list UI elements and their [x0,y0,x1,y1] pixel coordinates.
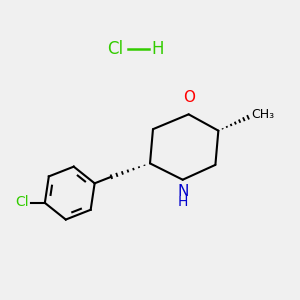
Text: N: N [177,184,188,199]
Text: CH₃: CH₃ [252,108,275,122]
Text: O: O [183,90,195,105]
Text: H: H [152,40,164,58]
Text: H: H [178,195,188,209]
Text: Cl: Cl [107,40,123,58]
Text: Cl: Cl [16,195,29,209]
